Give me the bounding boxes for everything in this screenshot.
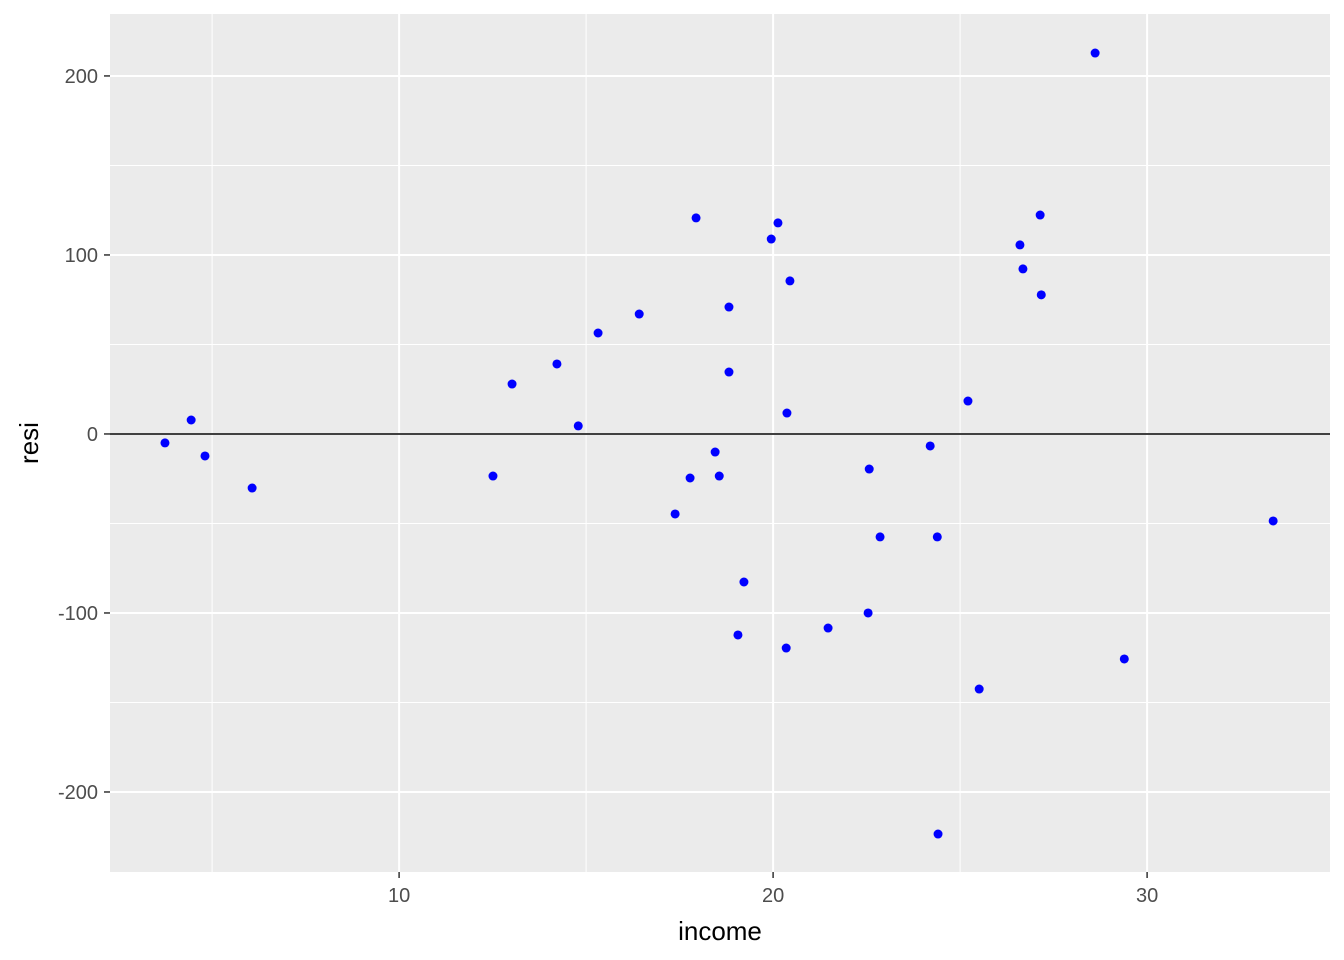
data-point: [1268, 516, 1278, 526]
data-point: [724, 302, 734, 312]
data-point: [864, 464, 874, 474]
data-point: [685, 473, 695, 483]
y-tick-label: 100: [65, 245, 98, 267]
data-point: [724, 367, 734, 377]
data-point: [670, 509, 680, 519]
x-axis-ticks: 10 20 30: [388, 872, 1158, 907]
data-point: [875, 532, 885, 542]
data-point: [573, 421, 583, 431]
x-tick-label: 20: [762, 885, 784, 907]
y-tick-label: 200: [65, 66, 98, 88]
data-point: [963, 396, 973, 406]
data-point: [160, 438, 170, 448]
data-point: [186, 415, 196, 425]
data-point: [488, 471, 498, 481]
data-point: [933, 829, 943, 839]
data-point: [507, 379, 517, 389]
data-point: [247, 483, 257, 493]
data-point: [1090, 48, 1100, 58]
data-point: [733, 630, 743, 640]
x-tick-label: 30: [1136, 885, 1158, 907]
data-point: [1018, 264, 1028, 274]
y-tick-label: -200: [58, 782, 98, 804]
gridlines: [110, 14, 1330, 872]
data-point: [1036, 290, 1046, 300]
data-point: [1015, 240, 1025, 250]
x-tick-label: 10: [388, 885, 410, 907]
data-point: [785, 276, 795, 286]
data-point: [781, 643, 791, 653]
data-point: [1119, 654, 1129, 664]
y-tick-label: 0: [87, 424, 98, 446]
data-point: [932, 532, 942, 542]
data-point: [773, 218, 783, 228]
data-point: [823, 623, 833, 633]
data-point: [710, 447, 720, 457]
data-point: [634, 309, 644, 319]
data-point: [691, 213, 701, 223]
y-axis-title: resi: [14, 422, 44, 464]
data-point: [593, 328, 603, 338]
data-point: [974, 684, 984, 694]
data-point: [739, 577, 749, 587]
data-point: [863, 608, 873, 618]
plot-panel: [110, 14, 1330, 872]
data-point: [766, 234, 776, 244]
data-point: [1035, 210, 1045, 220]
data-point: [925, 441, 935, 451]
y-axis-ticks: -200 -100 0 100 200: [58, 66, 110, 804]
data-point: [200, 451, 210, 461]
data-points: [160, 48, 1278, 839]
y-tick-label: -100: [58, 603, 98, 625]
data-point: [714, 471, 724, 481]
data-point: [782, 408, 792, 418]
data-point: [552, 359, 562, 369]
x-axis-title: income: [678, 916, 762, 946]
